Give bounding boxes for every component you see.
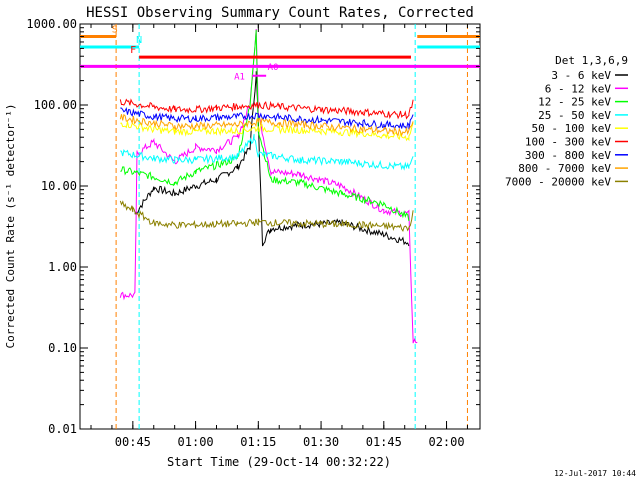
series-line [120,134,414,171]
legend-entry-label: 12 - 25 keV [538,96,611,109]
y-tick-label: 0.10 [48,341,77,355]
series-line [119,98,414,120]
y-tick-label: 1.00 [48,260,77,274]
x-tick-label: 01:45 [366,435,402,449]
x-tick-label: 01:00 [178,435,214,449]
chart-title: HESSI Observing Summary Count Rates, Cor… [86,5,474,21]
y-tick-label: 10.00 [41,179,77,193]
x-tick-label: 02:00 [428,435,464,449]
legend-entry-label: 300 - 800 keV [525,149,611,162]
y-axis-label: Corrected Count Rate (s⁻¹ detector⁻¹) [4,103,17,348]
series-line [120,106,414,131]
legend-entry-label: 100 - 300 keV [525,136,611,149]
plot-area: S NF A1 A0 [80,24,480,429]
legend-entry-label: 800 - 7000 keV [518,162,611,175]
footer-date: 12-Jul-2017 10:44 [554,469,636,478]
legend-entry-label: 50 - 100 keV [532,122,612,135]
series-line [120,29,410,222]
series-line [119,113,414,137]
legend-entry-label: 6 - 12 keV [545,82,612,95]
axes: 0.01 0.10 1.00 10.00 100.00 1000.00 00:45 01:00… [26,17,480,449]
series-line [119,200,414,233]
y-tick-label: 100.00 [34,98,77,112]
x-tick-label: 01:30 [303,435,339,449]
flag-label: N [136,35,142,46]
x-axis-label: Start Time (29-Oct-14 00:32:22) [167,455,391,469]
legend-title: Det 1,3,6,9 [555,54,628,67]
x-tick-label: 00:45 [115,435,151,449]
legend-entry-label: 7000 - 20000 keV [505,175,611,188]
attenuator-label: A0 [268,63,279,73]
x-tick-label: 01:15 [240,435,276,449]
plot-frame [79,23,481,430]
legend-entry-label: 25 - 50 keV [538,109,611,122]
y-tick-label: 1000.00 [26,17,77,31]
series-line [120,121,414,142]
flag-label: S [112,25,118,36]
flag-label: F [130,45,136,56]
y-tick-label: 0.01 [48,422,77,436]
legend-entry-label: 3 - 6 keV [551,69,611,82]
series-line [134,71,410,247]
attenuator-label: A1 [234,73,245,83]
series-line [119,28,418,344]
